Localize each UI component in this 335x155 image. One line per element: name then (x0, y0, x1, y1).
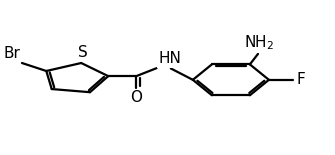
Text: NH$_2$: NH$_2$ (244, 33, 274, 52)
Text: S: S (78, 45, 88, 60)
Text: Br: Br (3, 46, 20, 61)
Text: O: O (130, 90, 142, 105)
Text: F: F (297, 72, 306, 87)
Text: HN: HN (158, 51, 181, 66)
